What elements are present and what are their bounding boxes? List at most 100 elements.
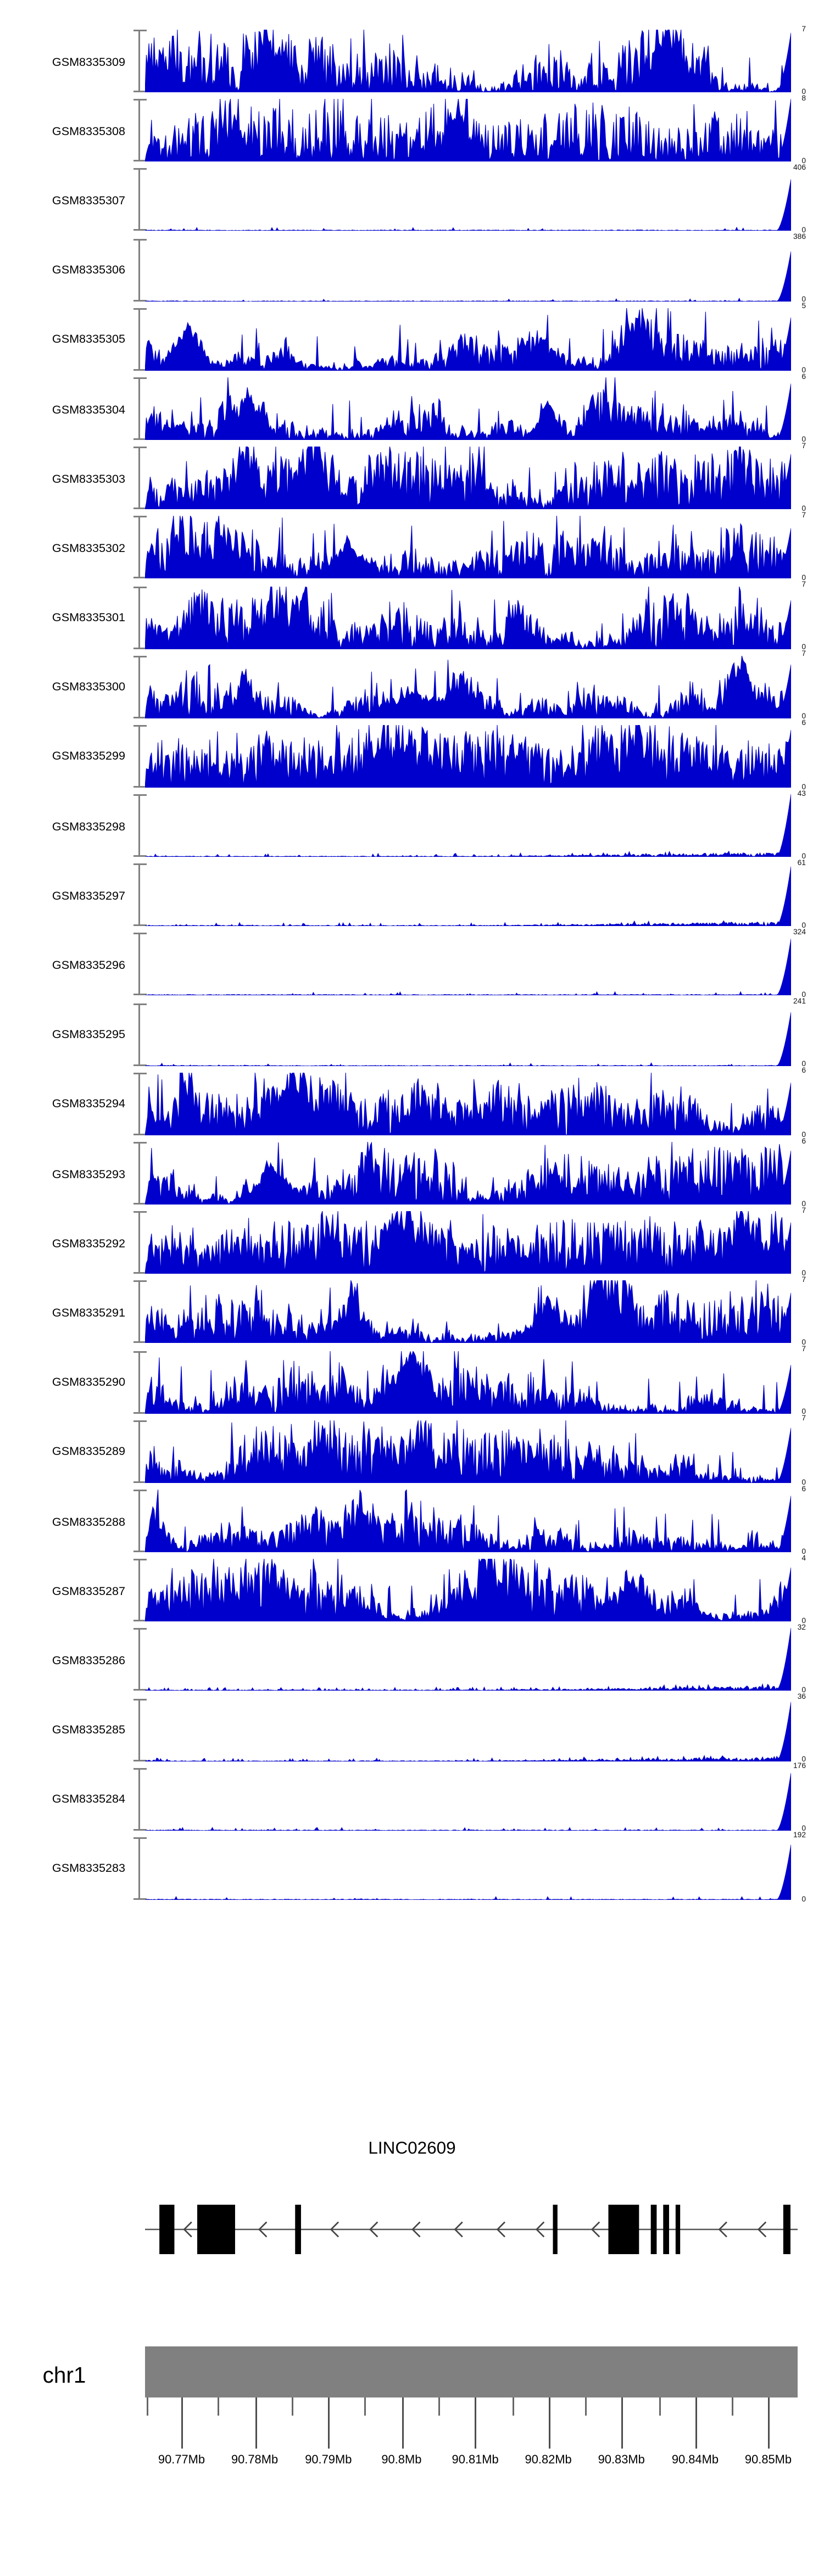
y-axis-top-tick [133, 1837, 147, 1839]
track-plot-area[interactable]: 43 0 [133, 789, 817, 859]
y-axis-bottom-tick [133, 785, 147, 788]
signal-track: GSM8335306 386 0 [0, 232, 824, 305]
strand-arrow-left-icon [454, 2221, 463, 2238]
coverage-signal [145, 724, 791, 788]
track-label-gsm8335287: GSM8335287 [52, 1583, 125, 1598]
axis-tick-label: 90.8Mb [381, 2452, 422, 2467]
y-axis-min-label: 0 [801, 504, 806, 512]
y-axis-top-tick [133, 30, 147, 31]
y-axis-max-label: 7 [801, 441, 806, 450]
coverage-signal [145, 1011, 791, 1066]
coverage-signal [145, 1844, 791, 1900]
strand-arrow-left-icon [258, 2221, 268, 2238]
coverage-signal [145, 867, 791, 927]
exon-box [608, 2205, 639, 2254]
gene-model-track[interactable] [145, 2201, 798, 2257]
track-plot-area[interactable]: 32 0 [133, 1624, 817, 1693]
track-plot-area[interactable]: 176 0 [133, 1763, 817, 1832]
y-axis [133, 586, 148, 649]
track-label-gsm8335299: GSM8335299 [52, 749, 125, 764]
y-axis-min-label: 0 [801, 1268, 806, 1277]
y-axis [133, 794, 148, 857]
axis-minor-tick [732, 2397, 733, 2416]
signal-track: GSM8335301 7 0 [0, 581, 824, 653]
exon-box [197, 2205, 235, 2254]
axis-tick-label: 90.79Mb [305, 2452, 352, 2467]
track-plot-area[interactable]: 36 0 [133, 1693, 817, 1763]
coverage-signal [145, 794, 791, 857]
axis-major-tick [401, 2397, 403, 2449]
exon-box [675, 2205, 681, 2254]
track-plot-area[interactable]: 241 0 [133, 998, 817, 1068]
signal-track: GSM8335295 241 0 [0, 998, 824, 1069]
signal-track-list: GSM8335309 7 0 GSM8335308 8 0 GSM8335307 406 0 GS… [0, 25, 824, 1903]
y-axis-min-label: 0 [801, 782, 806, 791]
y-axis-top-tick [133, 1281, 147, 1283]
y-axis-max-label: 7 [801, 24, 806, 32]
y-axis-min-label: 0 [801, 990, 806, 999]
strand-arrow-left-icon [411, 2221, 421, 2238]
y-axis-max-label: 4 [801, 1553, 806, 1562]
y-axis-min-label: 0 [801, 365, 806, 373]
track-plot-area[interactable]: 192 0 [133, 1832, 817, 1902]
coverage-signal [145, 655, 791, 718]
y-axis-max-label: 7 [801, 1275, 806, 1284]
signal-track: GSM8335289 7 0 [0, 1415, 824, 1486]
coverage-signal [145, 1701, 791, 1761]
axis-minor-tick [292, 2397, 294, 2416]
track-label-gsm8335286: GSM8335286 [52, 1652, 125, 1668]
track-plot-area[interactable]: 386 0 [133, 232, 817, 303]
axis-minor-tick [146, 2397, 148, 2416]
y-axis-bottom-tick [133, 91, 147, 92]
signal-track: GSM8335303 7 0 [0, 442, 824, 513]
signal-track: GSM8335288 6 0 [0, 1485, 824, 1556]
y-axis [133, 655, 148, 718]
y-axis-bottom-tick [133, 1203, 147, 1205]
y-axis [133, 169, 148, 232]
axis-tick-label: 90.78Mb [231, 2452, 279, 2467]
track-plot-area[interactable]: 406 0 [133, 164, 817, 233]
y-axis-min-label: 0 [801, 87, 806, 96]
track-label-gsm8335292: GSM8335292 [52, 1235, 125, 1251]
y-axis [133, 724, 148, 788]
signal-track: GSM8335299 6 0 [0, 720, 824, 791]
y-axis [133, 447, 148, 510]
signal-track: GSM8335285 36 0 [0, 1693, 824, 1765]
axis-major-tick [328, 2397, 330, 2449]
y-axis-top-tick [133, 238, 147, 240]
y-axis-top-tick [133, 1767, 147, 1770]
track-plot-area[interactable]: 324 0 [133, 928, 817, 999]
y-axis-max-label: 386 [793, 232, 806, 241]
y-axis [133, 1628, 148, 1691]
y-axis-max-label: 36 [797, 1692, 806, 1701]
y-axis [133, 516, 148, 579]
y-axis-bottom-tick [133, 577, 147, 579]
y-axis-max-label: 32 [797, 1622, 806, 1631]
axis-major-tick [181, 2397, 183, 2449]
track-plot-area[interactable]: 61 0 [133, 859, 817, 929]
ideogram-bar[interactable] [145, 2346, 798, 2397]
coverage-signal [145, 586, 791, 649]
y-axis-min-label: 0 [801, 226, 806, 235]
y-axis-min-label: 0 [801, 434, 806, 443]
y-axis-min-label: 0 [801, 851, 806, 860]
y-axis-bottom-tick [133, 160, 147, 162]
y-axis [133, 1002, 148, 1066]
